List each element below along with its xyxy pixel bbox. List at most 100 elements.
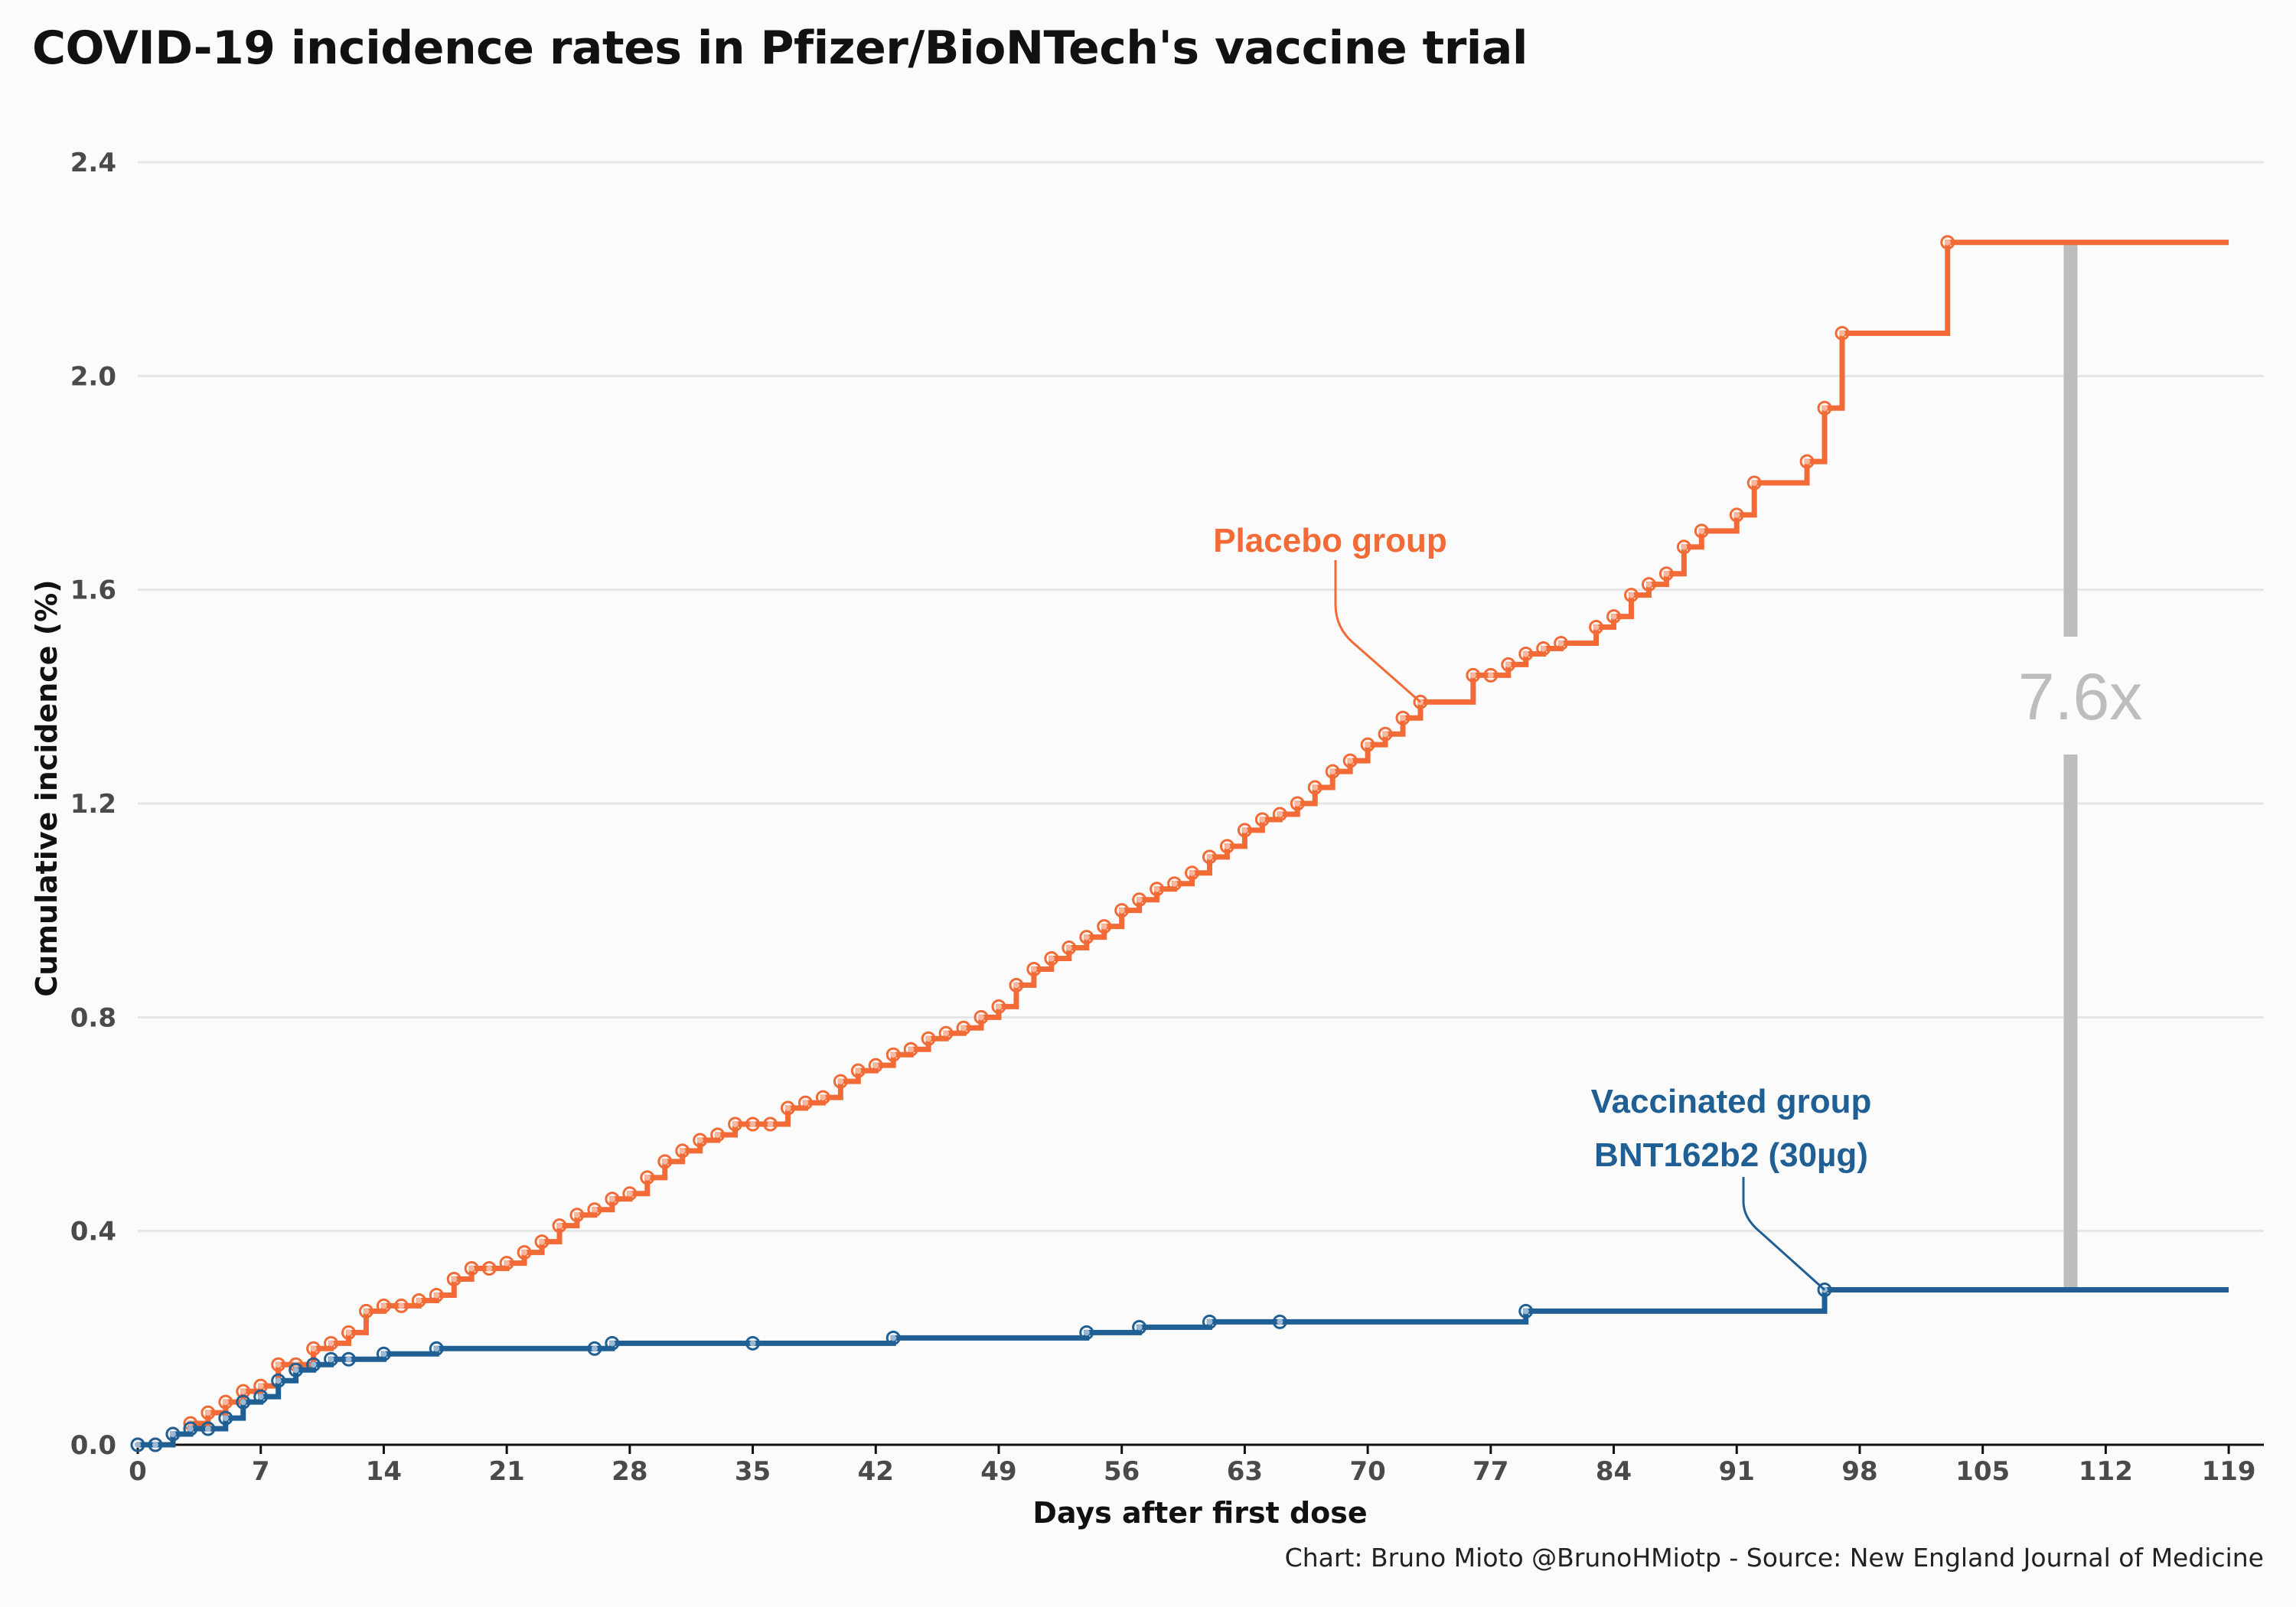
x-axis-title: Days after first dose	[1032, 1496, 1367, 1530]
placebo-point-center	[696, 1136, 703, 1143]
placebo-point	[921, 1031, 936, 1046]
placebo-point	[1237, 823, 1252, 838]
placebo-point-center	[1522, 650, 1529, 657]
placebo-point-center	[978, 1014, 985, 1021]
placebo-point	[833, 1074, 848, 1089]
placebo-point	[1254, 812, 1270, 827]
placebo-point-center	[749, 1121, 756, 1127]
placebo-point-center	[486, 1265, 493, 1272]
vaccine-point-center	[135, 1442, 141, 1448]
placebo-point	[1518, 646, 1534, 661]
placebo-point-center	[943, 1030, 950, 1037]
placebo-point-center	[1663, 570, 1670, 577]
chart-title: COVID-19 incidence rates in Pfizer/BioNT…	[32, 21, 1528, 75]
x-tick-label: 49	[980, 1456, 1016, 1487]
placebo-point-center	[995, 1003, 1002, 1010]
placebo-point-center	[855, 1068, 862, 1074]
ratio-label: 7.6x	[2018, 660, 2143, 734]
vaccine-point-center	[749, 1340, 756, 1347]
placebo-point-center	[1048, 955, 1055, 962]
placebo-point	[1150, 882, 1165, 897]
placebo-point	[956, 1020, 971, 1035]
placebo-point	[1079, 930, 1094, 945]
placebo-point-center	[1365, 742, 1371, 748]
placebo-point	[903, 1041, 918, 1057]
series-group	[130, 235, 2229, 1452]
annotation-leaders	[1334, 560, 1826, 1291]
placebo-point	[710, 1127, 726, 1143]
placebo-point	[1606, 609, 1622, 624]
placebo-point	[1817, 400, 1832, 416]
x-tick-label: 119	[2202, 1456, 2256, 1487]
vaccine-point	[885, 1330, 901, 1345]
placebo-point	[236, 1384, 251, 1399]
x-tick-label: 56	[1104, 1456, 1140, 1487]
placebo-point	[358, 1303, 373, 1319]
placebo-point-center	[714, 1131, 721, 1138]
placebo-point	[306, 1341, 321, 1356]
vaccine-point	[289, 1362, 304, 1377]
vaccine-point	[1202, 1314, 1217, 1329]
placebo-point-center	[1944, 239, 1951, 246]
placebo-point-center	[608, 1195, 615, 1202]
placebo-point-center	[960, 1025, 967, 1032]
vaccine-leader	[1742, 1177, 1826, 1291]
placebo-point-center	[1628, 592, 1635, 598]
placebo-point-center	[1224, 843, 1231, 849]
vaccine-point-center	[345, 1356, 352, 1363]
x-tick-label: 112	[2079, 1456, 2133, 1487]
placebo-point	[991, 999, 1006, 1014]
vaccine-point	[271, 1373, 286, 1388]
placebo-point	[411, 1292, 426, 1308]
placebo-point-center	[1189, 869, 1195, 876]
placebo-point	[1694, 523, 1709, 539]
placebo-point	[1219, 839, 1234, 854]
placebo-point	[534, 1234, 550, 1250]
x-tick-label: 63	[1227, 1456, 1263, 1487]
vaccine-point	[1518, 1303, 1534, 1319]
placebo-point-center	[1821, 405, 1828, 412]
placebo-point-center	[204, 1410, 211, 1416]
placebo-point	[1132, 892, 1147, 908]
placebo-point	[1185, 865, 1200, 881]
y-tick-label: 1.2	[70, 789, 116, 820]
placebo-point	[1290, 796, 1305, 811]
placebo-point-center	[398, 1302, 405, 1309]
placebo-point-center	[1030, 966, 1037, 973]
placebo-point	[1044, 951, 1059, 966]
placebo-point	[1395, 710, 1411, 725]
placebo-point	[605, 1191, 620, 1207]
placebo-point-center	[1610, 613, 1617, 620]
placebo-point-center	[240, 1388, 246, 1395]
vaccine-point-center	[240, 1399, 246, 1406]
vaccine-point-center	[169, 1431, 176, 1438]
placebo-point-center	[1083, 934, 1090, 940]
vaccine-point	[341, 1351, 357, 1367]
x-tick-label: 0	[129, 1456, 147, 1487]
placebo-point-center	[1733, 511, 1740, 518]
y-axis-title: Cumulative incidence (%)	[30, 579, 64, 996]
placebo-point	[815, 1090, 830, 1105]
vaccine-point-center	[204, 1426, 211, 1433]
placebo-point-center	[1171, 880, 1178, 887]
vaccine-point-center	[292, 1367, 299, 1374]
placebo-point-center	[1469, 672, 1476, 679]
vaccine-point	[605, 1335, 620, 1351]
placebo-point	[499, 1256, 514, 1271]
vaccine-label-line2: BNT162b2 (30µg)	[1594, 1136, 1868, 1174]
placebo-point-center	[890, 1051, 897, 1058]
placebo-point	[517, 1245, 532, 1260]
placebo-step-line	[138, 240, 2229, 1448]
placebo-point	[1097, 919, 1112, 934]
x-tick-label: 91	[1719, 1456, 1755, 1487]
y-tick-label: 2.0	[70, 361, 116, 392]
placebo-point	[1466, 667, 1481, 683]
y-tick-label: 0.0	[70, 1430, 116, 1461]
placebo-point	[393, 1298, 409, 1313]
placebo-point	[1554, 636, 1569, 650]
placebo-point	[797, 1095, 813, 1110]
vaccine-point-center	[433, 1345, 440, 1352]
placebo-point-center	[1698, 527, 1705, 534]
vaccine-step-line	[138, 1286, 2229, 1448]
vaccine-point-center	[1522, 1308, 1529, 1315]
